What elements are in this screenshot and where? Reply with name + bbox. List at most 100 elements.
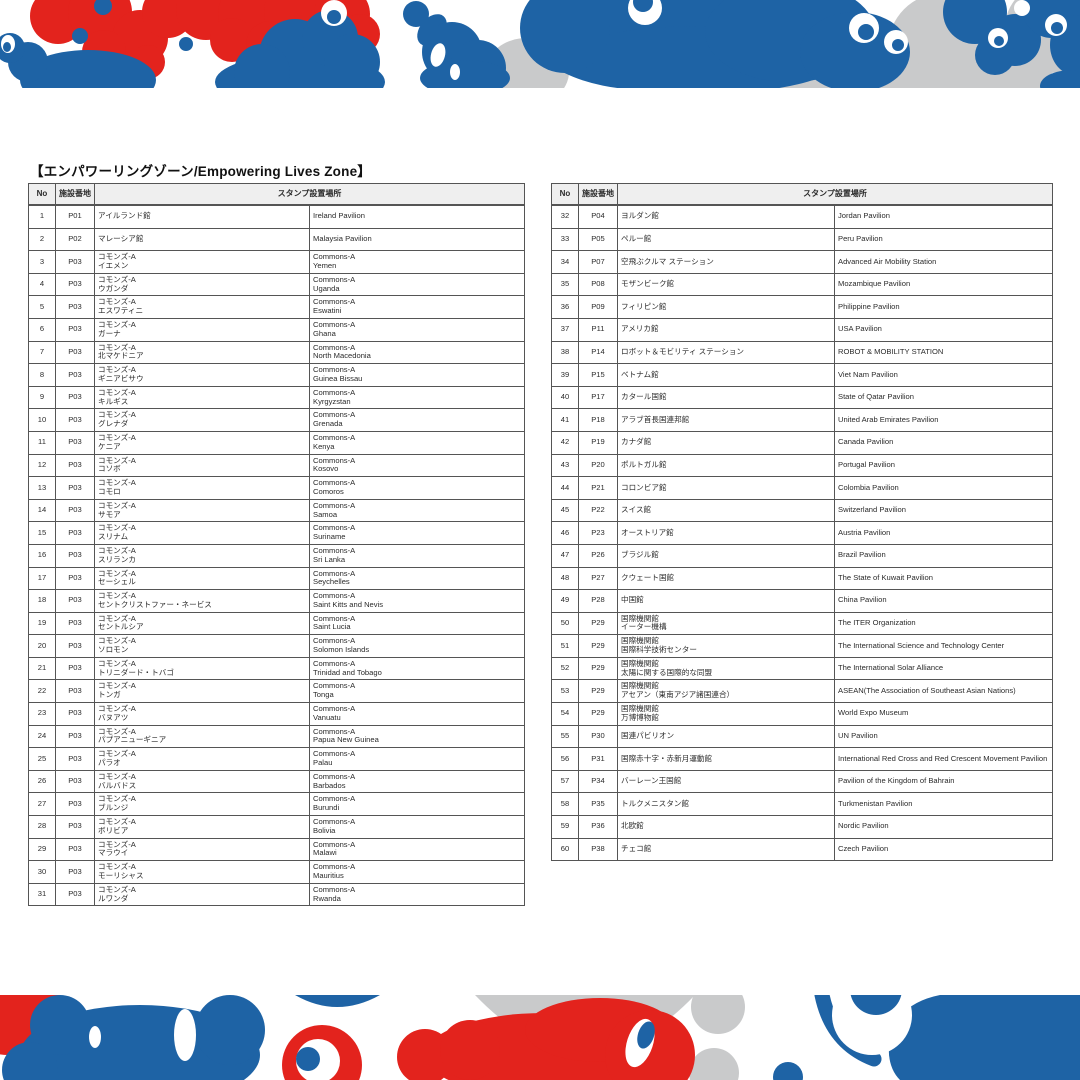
cell-code: P18: [578, 408, 618, 432]
table-row: 56 P31 国際赤十字・赤新月運動館 International Red Cross…: [551, 747, 1054, 771]
cell-jp: 国連パビリオン: [617, 724, 835, 749]
cell-code: P08: [578, 272, 618, 297]
cell-no: 23: [28, 702, 56, 726]
table-row: 25 P03 コモンズ-A パラオ Commons-A Palau: [28, 747, 526, 771]
table-row: 48 P27 クウェート国館 The State of Kuwait Pavilion: [551, 566, 1054, 591]
cell-jp: 国際機関館 万博博物館: [617, 702, 835, 726]
table-row: 22 P03 コモンズ-A トンガ Commons-A Tonga: [28, 679, 526, 704]
table-row: 14 P03 コモンズ-A サモア Commons-A Samoa: [28, 498, 526, 523]
cell-no: 21: [28, 656, 56, 681]
cell-en: Austria Pavilion: [833, 521, 1054, 545]
table-row: 31 P03 コモンズ-A ルワンダ Commons-A Rwanda: [28, 882, 526, 907]
cell-en: Canada Pavilion: [833, 430, 1054, 455]
cell-jp: 国際機関館 アセアン（東南アジア諸国連合）: [617, 679, 835, 704]
cell-en: UN Pavilion: [833, 724, 1054, 749]
table-row: 37 P11 アメリカ館 USA Pavilion: [551, 317, 1054, 342]
cell-code: P03: [55, 747, 95, 771]
cell-jp: カナダ館: [617, 430, 835, 455]
cell-en: The International Solar Alliance: [833, 656, 1054, 681]
table-row: 38 P14 ロボット＆モビリティ ステーション ROBOT & MOBILITY S…: [551, 340, 1054, 365]
cell-jp: コモンズ-A サモア: [94, 498, 310, 523]
cell-code: P36: [578, 815, 618, 839]
cell-no: 13: [28, 476, 56, 500]
cell-no: 22: [28, 679, 56, 704]
table-row: 27 P03 コモンズ-A ブルンジ Commons-A Burundi: [28, 792, 526, 817]
table-row: 10 P03 コモンズ-A グレナダ Commons-A Grenada: [28, 408, 526, 432]
cell-no: 19: [28, 611, 56, 636]
cell-en: USA Pavilion: [833, 317, 1054, 342]
cell-en: Commons-A Saint Kitts and Nevis: [308, 589, 526, 613]
cell-jp: コモンズ-A グレナダ: [94, 408, 310, 432]
cell-jp: コモンズ-A セントクリストファー・ネービス: [94, 589, 310, 613]
cell-en: Commons-A Eswatini: [308, 295, 526, 319]
cell-no: 60: [551, 837, 579, 862]
cell-no: 41: [551, 408, 579, 432]
cell-jp: コモンズ-A バヌアツ: [94, 702, 310, 726]
cell-en: China Pavilion: [833, 589, 1054, 613]
cell-en: Mozambique Pavilion: [833, 272, 1054, 297]
cell-no: 14: [28, 498, 56, 523]
cell-no: 1: [28, 204, 56, 229]
cell-jp: コモンズ-A バルバドス: [94, 769, 310, 794]
cell-jp: コモンズ-A パプアニューギニア: [94, 724, 310, 749]
cell-no: 32: [551, 204, 579, 229]
cell-code: P03: [55, 250, 95, 274]
header-code: 施設番地: [578, 183, 618, 206]
table-row: 34 P07 空飛ぶクルマ ステーション Advanced Air Mobility …: [551, 250, 1054, 274]
cell-en: Commons-A Kenya: [308, 430, 526, 455]
cell-jp: コモンズ-A ガーナ: [94, 317, 310, 342]
cell-en: Commons-A Seychelles: [308, 566, 526, 591]
cell-no: 44: [551, 476, 579, 500]
table-body-right: 32 P04 ヨルダン館 Jordan Pavilion 33 P05 ペルー館 Peru P…: [551, 204, 1054, 862]
cell-code: P21: [578, 476, 618, 500]
cell-jp: コモンズ-A コモロ: [94, 476, 310, 500]
red-ring-eye: [296, 1039, 340, 1080]
table-header-row: No 施設番地 スタンプ設置場所: [551, 183, 1054, 206]
cell-no: 6: [28, 317, 56, 342]
table-row: 24 P03 コモンズ-A パプアニューギニア Commons-A Papua New…: [28, 724, 526, 749]
cell-code: P17: [578, 385, 618, 410]
cell-code: P03: [55, 408, 95, 432]
table-row: 2 P02 マレーシア館 Malaysia Pavilion: [28, 227, 526, 252]
table-row: 32 P04 ヨルダン館 Jordan Pavilion: [551, 204, 1054, 229]
cell-no: 26: [28, 769, 56, 794]
cell-code: P05: [578, 227, 618, 252]
cell-en: Commons-A Barbados: [308, 769, 526, 794]
cell-no: 16: [28, 543, 56, 568]
cell-en: Commons-A North Macedonia: [308, 340, 526, 365]
cell-code: P29: [578, 702, 618, 726]
table-row: 8 P03 コモンズ-A ギニアビサウ Commons-A Guinea Bissau: [28, 363, 526, 387]
table-row: 16 P03 コモンズ-A スリランカ Commons-A Sri Lanka: [28, 543, 526, 568]
table-row: 30 P03 コモンズ-A モーリシャス Commons-A Mauritius: [28, 860, 526, 884]
cell-no: 8: [28, 363, 56, 387]
table-row: 43 P20 ポルトガル館 Portugal Pavilion: [551, 453, 1054, 478]
cell-jp: コモンズ-A セーシェル: [94, 566, 310, 591]
cell-jp: 国際赤十字・赤新月運動館: [617, 747, 835, 771]
cell-en: State of Qatar Pavilion: [833, 385, 1054, 410]
cell-code: P03: [55, 792, 95, 817]
cell-en: Advanced Air Mobility Station: [833, 250, 1054, 274]
table-body-left: 1 P01 アイルランド館 Ireland Pavilion 2 P02 マレーシア館 Mal…: [28, 204, 526, 907]
cell-jp: コモンズ-A パラオ: [94, 747, 310, 771]
cell-no: 45: [551, 498, 579, 523]
cell-code: P29: [578, 634, 618, 658]
cell-jp: 国際機関館 国際科学技術センター: [617, 634, 835, 658]
cell-no: 2: [28, 227, 56, 252]
cell-en: The ITER Organization: [833, 611, 1054, 636]
cell-jp: アメリカ館: [617, 317, 835, 342]
cell-code: P29: [578, 611, 618, 636]
table-row: 35 P08 モザンビーク館 Mozambique Pavilion: [551, 272, 1054, 297]
table-row: 9 P03 コモンズ-A キルギス Commons-A Kyrgyzstan: [28, 385, 526, 410]
cell-no: 47: [551, 543, 579, 568]
cell-code: P27: [578, 566, 618, 591]
cell-no: 43: [551, 453, 579, 478]
cell-code: P34: [578, 769, 618, 794]
eye-details: [1, 0, 1067, 80]
cell-jp: オーストリア館: [617, 521, 835, 545]
cell-en: Commons-A Trinidad and Tobago: [308, 656, 526, 681]
cell-code: P29: [578, 679, 618, 704]
cell-code: P03: [55, 363, 95, 387]
cell-no: 50: [551, 611, 579, 636]
cell-code: P07: [578, 250, 618, 274]
table-row: 46 P23 オーストリア館 Austria Pavilion: [551, 521, 1054, 545]
